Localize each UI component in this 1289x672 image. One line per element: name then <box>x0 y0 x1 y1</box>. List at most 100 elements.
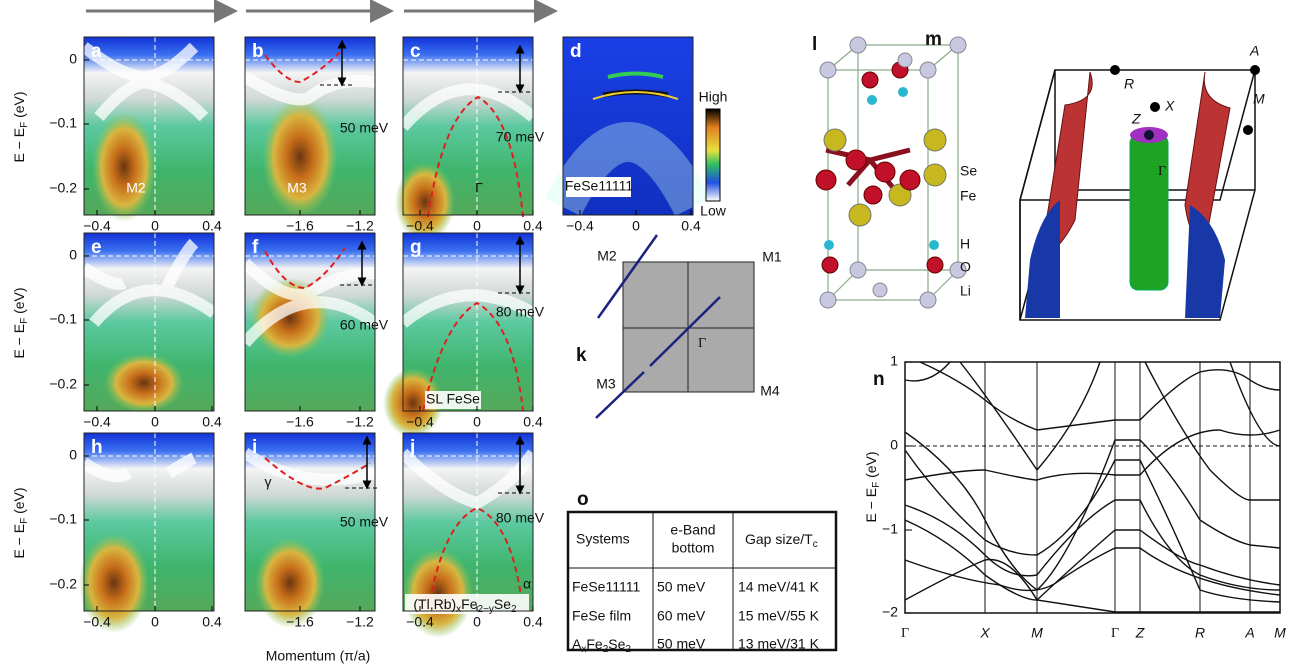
panel-annotation: 50 meV <box>340 120 389 136</box>
y-tick-label: −0.2 <box>49 180 77 196</box>
x-tick-label: −0.4 <box>406 414 434 430</box>
spectral-band <box>592 91 679 100</box>
panel-frame <box>244 232 376 412</box>
band-structure <box>904 361 1281 614</box>
panel-frame <box>402 232 534 412</box>
subscript: 2−y <box>478 604 494 615</box>
panel-frame <box>562 36 694 216</box>
y-axis-label: E − EF (eV) <box>11 487 30 558</box>
x-tick-label: 0 <box>632 218 640 234</box>
table-cell: 50 meV <box>657 636 706 652</box>
x-tick-label: Γ <box>1111 626 1119 641</box>
x-tick-label: −1.2 <box>346 218 374 234</box>
table-header: Gap size/Tc <box>745 531 818 550</box>
arpes-panel: 60 meV f −1.6 −1.2 <box>240 232 389 430</box>
panel-letter: d <box>570 41 582 62</box>
spectral-band <box>399 289 536 328</box>
arpes-panel: e −0.4 0 0.4 <box>80 232 222 430</box>
subscript: x <box>581 644 586 655</box>
table-cell: 15 meV/55 K <box>738 608 820 624</box>
zone-label: Γ <box>698 336 706 351</box>
x-tick-label: −1.2 <box>346 414 374 430</box>
subscript: F <box>871 482 882 488</box>
arpes-panel: M2 a −0.4 0 0.4 <box>80 36 222 234</box>
spectral-band <box>80 42 209 122</box>
model-band <box>264 51 341 84</box>
y-tick-label: −0.1 <box>49 115 77 131</box>
intensity-peak <box>255 538 325 628</box>
zone-label: M1 <box>762 249 782 265</box>
panel-frame <box>83 36 215 216</box>
spectral-band <box>398 83 537 131</box>
atom-label: O <box>960 259 971 275</box>
text-part: (eV) <box>863 451 879 481</box>
panel-frame <box>244 36 376 216</box>
text-part: Gap size/T <box>745 531 813 547</box>
panel-annotation: 80 meV <box>496 510 545 526</box>
x-tick-label: A <box>1244 625 1254 641</box>
x-tick-label: 0.4 <box>202 414 222 430</box>
intensity-peak <box>403 548 473 638</box>
model-band <box>427 95 524 218</box>
panel-letter: j <box>409 437 415 458</box>
intensity-peak <box>104 353 184 413</box>
atom-label: H <box>960 236 970 252</box>
atom-label: Li <box>960 283 971 299</box>
y-axis-label: E − EF (eV) <box>11 91 30 162</box>
text-part: Fe <box>461 596 478 612</box>
arpes-panel: h −0.4 0 0.4 <box>79 432 222 633</box>
y-tick-label: −0.1 <box>49 311 77 327</box>
y-tick-label: −1 <box>882 521 898 537</box>
y-tick-label: −0.2 <box>49 576 77 592</box>
y-tick-label: 0 <box>69 447 77 463</box>
y-axis-label: E − EF (eV) <box>863 451 882 522</box>
x-tick-label: X <box>979 625 990 641</box>
x-tick-label: −1.6 <box>286 218 314 234</box>
x-tick-label: 0.4 <box>523 414 543 430</box>
text-part: E − E <box>11 524 27 559</box>
panel-letter: h <box>91 437 103 458</box>
x-tick-label: 0 <box>473 218 481 234</box>
y-axis-label: E − EF (eV) <box>11 287 30 358</box>
panel-annotation: 80 meV <box>496 304 545 320</box>
atom-label: Fe <box>960 188 977 204</box>
arpes-panel: γ 50 meV i −1.6 −1.2 <box>241 432 389 630</box>
table-cell: FeSe film <box>572 608 631 624</box>
subscript: 2 <box>625 644 631 655</box>
panel-annotation: γ <box>265 474 272 490</box>
x-tick-label: M <box>1031 625 1043 641</box>
panel-annotation: 70 meV <box>496 129 545 145</box>
x-tick-label: 0.4 <box>202 218 222 234</box>
zone-label: M2 <box>597 248 617 264</box>
zone-label: M3 <box>596 376 616 392</box>
subscript: x <box>456 604 461 615</box>
table-cell: FeSe11111 <box>572 579 640 595</box>
panel-annotation: 60 meV <box>340 317 389 333</box>
text-part: Fe <box>586 636 603 652</box>
arpes-panel: High Low FeSe11111 d −0.4 0 0.4 <box>545 36 727 234</box>
arpes-panel: M3 50 meV b −1.6 −1.2 <box>241 36 389 234</box>
panel-letter: o <box>577 489 589 510</box>
label-box <box>425 391 481 409</box>
y-tick-label: −2 <box>882 604 898 620</box>
x-tick-label: −0.4 <box>566 218 594 234</box>
model-band <box>264 247 346 290</box>
text-part: E − E <box>11 324 27 359</box>
subscript: F <box>19 518 30 524</box>
arpes-panel: Γ 70 meV c −0.4 0 0.4 <box>395 36 545 242</box>
x-tick-label: 0 <box>473 614 481 630</box>
intensity-peak <box>383 368 443 438</box>
intensity-peak <box>92 112 156 222</box>
spectral-band <box>240 258 379 347</box>
spectral-band <box>607 71 664 79</box>
colorbar <box>705 108 721 202</box>
subscript: 2 <box>603 644 609 655</box>
spectral-band <box>80 452 197 483</box>
table-cell: 14 meV/41 K <box>738 579 820 595</box>
x-tick-label: Z <box>1135 625 1145 641</box>
panel-annotation: M3 <box>287 180 307 196</box>
crystal-structure <box>815 36 967 309</box>
x-tick-label: 0 <box>151 218 159 234</box>
x-tick-label: M <box>1274 625 1286 641</box>
panel-annotation: FeSe11111 <box>565 178 633 194</box>
